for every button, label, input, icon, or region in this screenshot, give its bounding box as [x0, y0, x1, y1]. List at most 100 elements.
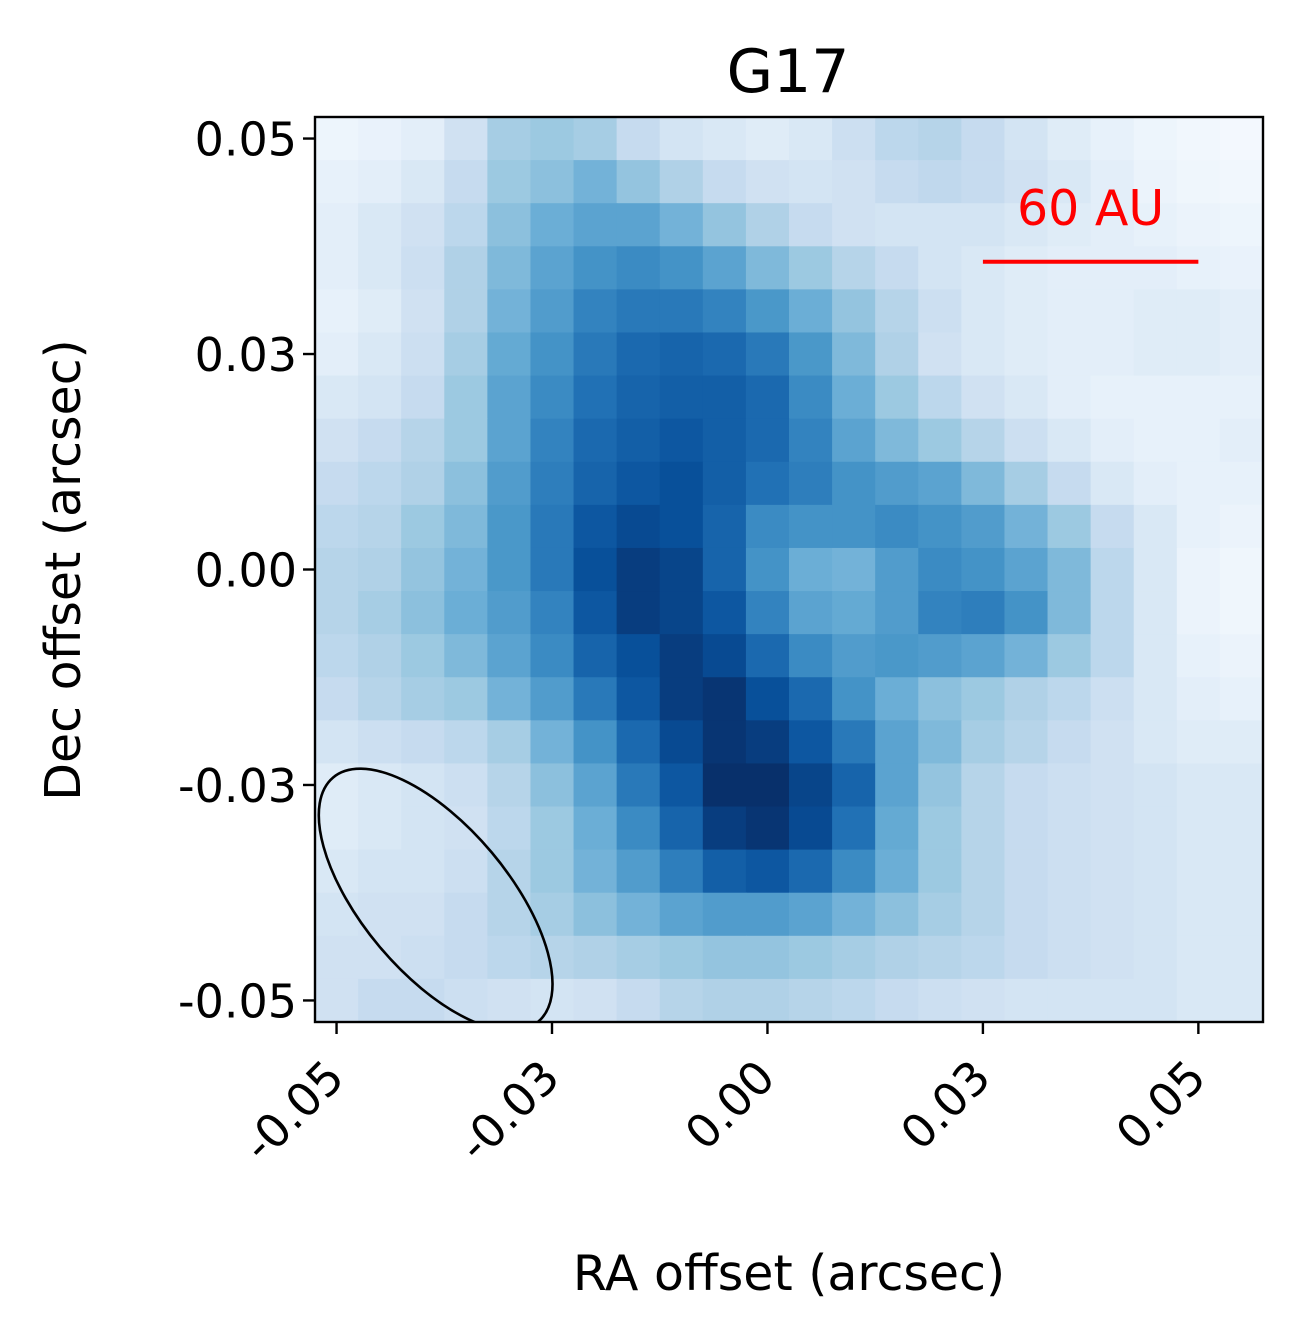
- heatmap-cell: [444, 677, 488, 721]
- heatmap-cell: [487, 634, 532, 678]
- heatmap-cell: [1176, 591, 1221, 635]
- heatmap-cell: [918, 978, 962, 1022]
- heatmap-cell: [961, 892, 1006, 937]
- heatmap-cell: [1004, 591, 1049, 635]
- heatmap-cell: [573, 418, 618, 463]
- heatmap-cell: [444, 418, 488, 463]
- heatmap-cell: [1047, 892, 1092, 937]
- heatmap-cell: [918, 289, 962, 334]
- heatmap-cell: [1047, 806, 1092, 851]
- heatmap-cell: [616, 892, 661, 937]
- heatmap-cell: [1220, 1022, 1264, 1066]
- heatmap-cell: [832, 547, 876, 592]
- heatmap-cell: [961, 504, 1006, 549]
- heatmap-cell: [487, 978, 532, 1022]
- heatmap-cell: [1004, 547, 1049, 592]
- heatmap-cell: [444, 806, 488, 851]
- heatmap-cell: [358, 117, 402, 161]
- heatmap-cell: [1176, 935, 1221, 980]
- heatmap-cell: [1176, 547, 1221, 592]
- heatmap-cell: [789, 763, 833, 808]
- heatmap-cell: [875, 289, 919, 334]
- heatmap-cell: [659, 375, 704, 420]
- heatmap-cell: [789, 246, 833, 290]
- heatmap-cell: [1176, 418, 1221, 463]
- heatmap-cell: [1004, 160, 1049, 204]
- heatmap-cell: [961, 461, 1006, 506]
- heatmap-cell: [745, 418, 790, 463]
- heatmap-cell: [1090, 849, 1135, 894]
- heatmap-cell: [530, 892, 575, 937]
- heatmap-cell: [616, 806, 661, 851]
- heatmap-cell: [358, 246, 402, 290]
- heatmap-cell: [530, 246, 575, 290]
- heatmap-cell: [401, 849, 445, 894]
- heatmap-cell: [789, 117, 833, 161]
- heatmap-cell: [616, 763, 661, 808]
- x-axis: -0.05 -0.03 0.00 0.03 0.05: [232, 1022, 1216, 1172]
- heatmap-cell: [659, 203, 704, 247]
- heatmap-cell: [573, 547, 618, 592]
- heatmap-cell: [832, 289, 876, 334]
- heatmap-cell: [918, 246, 962, 290]
- heatmap-cell: [659, 289, 704, 334]
- heatmap-cell: [702, 763, 747, 808]
- heatmap-cell: [315, 289, 359, 334]
- heatmap-cell: [875, 634, 919, 678]
- heatmap-cell: [401, 203, 445, 247]
- heatmap-cell: [401, 246, 445, 290]
- heatmap-cell: [875, 935, 919, 980]
- heatmap-cell: [1219, 763, 1263, 808]
- heatmap-cell: [573, 720, 618, 765]
- heatmap-cell: [487, 591, 532, 635]
- heatmap-cell: [358, 677, 402, 721]
- heatmap-cell: [875, 763, 919, 808]
- heatmap-cell: [702, 289, 747, 334]
- heatmap-cell: [789, 677, 833, 721]
- heatmap-cell: [789, 160, 833, 204]
- x-tick-label: 0.05: [1106, 1050, 1217, 1161]
- heatmap-cell: [1219, 160, 1263, 204]
- heatmap-cell: [1133, 547, 1178, 592]
- heatmap-cell: [789, 849, 833, 894]
- heatmap-cell: [530, 591, 575, 635]
- heatmap-cell: [1047, 289, 1092, 334]
- heatmap-cell: [1219, 591, 1263, 635]
- heatmap-cell: [961, 246, 1006, 290]
- heatmap-cell: [875, 892, 919, 937]
- heatmap-cell: [1004, 720, 1049, 765]
- heatmap-cell: [358, 504, 402, 549]
- heatmap-cell: [1176, 332, 1221, 377]
- heatmap-cell: [789, 332, 833, 377]
- heatmap-cell: [1090, 935, 1135, 980]
- heatmap-cell: [616, 332, 661, 377]
- heatmap-cell: [1004, 418, 1049, 463]
- heatmap-cell: [573, 935, 618, 980]
- heatmap-cell: [444, 246, 488, 290]
- heatmap-cell: [530, 418, 575, 463]
- heatmap-cell: [573, 332, 618, 377]
- heatmap-cell: [530, 375, 575, 420]
- heatmap-cell: [401, 677, 445, 721]
- heatmap-cell: [1219, 677, 1263, 721]
- heatmap-cell: [401, 289, 445, 334]
- heatmap-cell: [745, 461, 790, 506]
- heatmap-cell: [832, 806, 876, 851]
- heatmap-cell: [1090, 375, 1135, 420]
- heatmap-cell: [315, 332, 359, 377]
- heatmap-cell: [487, 763, 532, 808]
- heatmap-cell: [702, 117, 747, 161]
- heatmap-cell: [789, 720, 833, 765]
- heatmap-cell: [961, 677, 1006, 721]
- heatmap-cell: [1176, 504, 1221, 549]
- x-tick-label: -0.05: [232, 1050, 354, 1172]
- heatmap-cell: [745, 806, 790, 851]
- heatmap-cell: [315, 203, 359, 247]
- heatmap-cell: [875, 1022, 919, 1066]
- heatmap-cell: [832, 677, 876, 721]
- heatmap-cell: [745, 978, 790, 1022]
- heatmap-cell: [918, 763, 962, 808]
- heatmap-cell: [401, 720, 445, 765]
- heatmap-cell: [487, 547, 532, 592]
